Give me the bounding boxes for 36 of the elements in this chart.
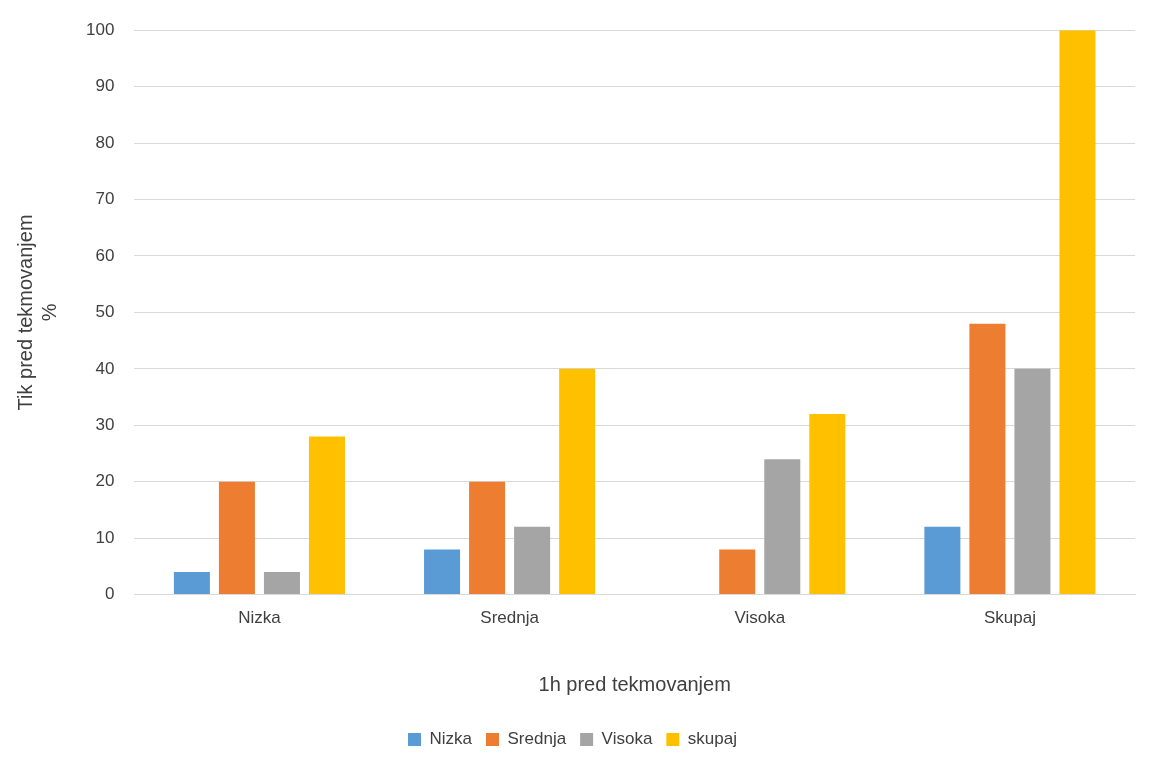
y-tick-label: 100: [85, 19, 115, 39]
x-tick-label: Skupaj: [983, 608, 1036, 628]
y-axis-title: Tik pred tekmovanjem %: [13, 214, 60, 411]
x-tick-label: Visoka: [734, 608, 786, 628]
y-tick-label: 30: [95, 414, 115, 434]
bar: [719, 549, 756, 595]
y-tick-label: 60: [95, 245, 115, 265]
legend-label: skupaj: [687, 729, 737, 749]
y-tick-label: 0: [104, 584, 115, 604]
bar: [764, 459, 801, 595]
bar: [809, 413, 846, 595]
bar: [218, 481, 255, 595]
bar: [308, 436, 345, 595]
bar: [173, 572, 210, 595]
y-tick-label: 10: [95, 527, 115, 547]
bar: [1014, 368, 1051, 595]
y-tick-label: 20: [95, 471, 115, 491]
y-tick-label: 80: [95, 132, 115, 152]
bar: [469, 481, 506, 595]
x-tick-label: Srednja: [480, 608, 540, 628]
bar: [1059, 30, 1096, 595]
bar: [924, 526, 961, 595]
legend-label: Visoka: [601, 729, 653, 749]
legend-label: Nizka: [429, 729, 473, 749]
y-tick-label: 90: [95, 76, 115, 96]
y-tick-label: 50: [95, 302, 115, 322]
x-tick-label: Nizka: [238, 608, 282, 628]
y-tick-label: 40: [95, 358, 115, 378]
bar: [424, 549, 461, 595]
bar: [514, 526, 551, 595]
y-tick-label: 70: [95, 189, 115, 209]
bar: [969, 323, 1006, 595]
legend-label: Srednja: [507, 729, 567, 749]
bar: [559, 368, 596, 595]
bar: [263, 572, 300, 595]
x-axis-title: 1h pred tekmovanjem: [538, 672, 731, 695]
